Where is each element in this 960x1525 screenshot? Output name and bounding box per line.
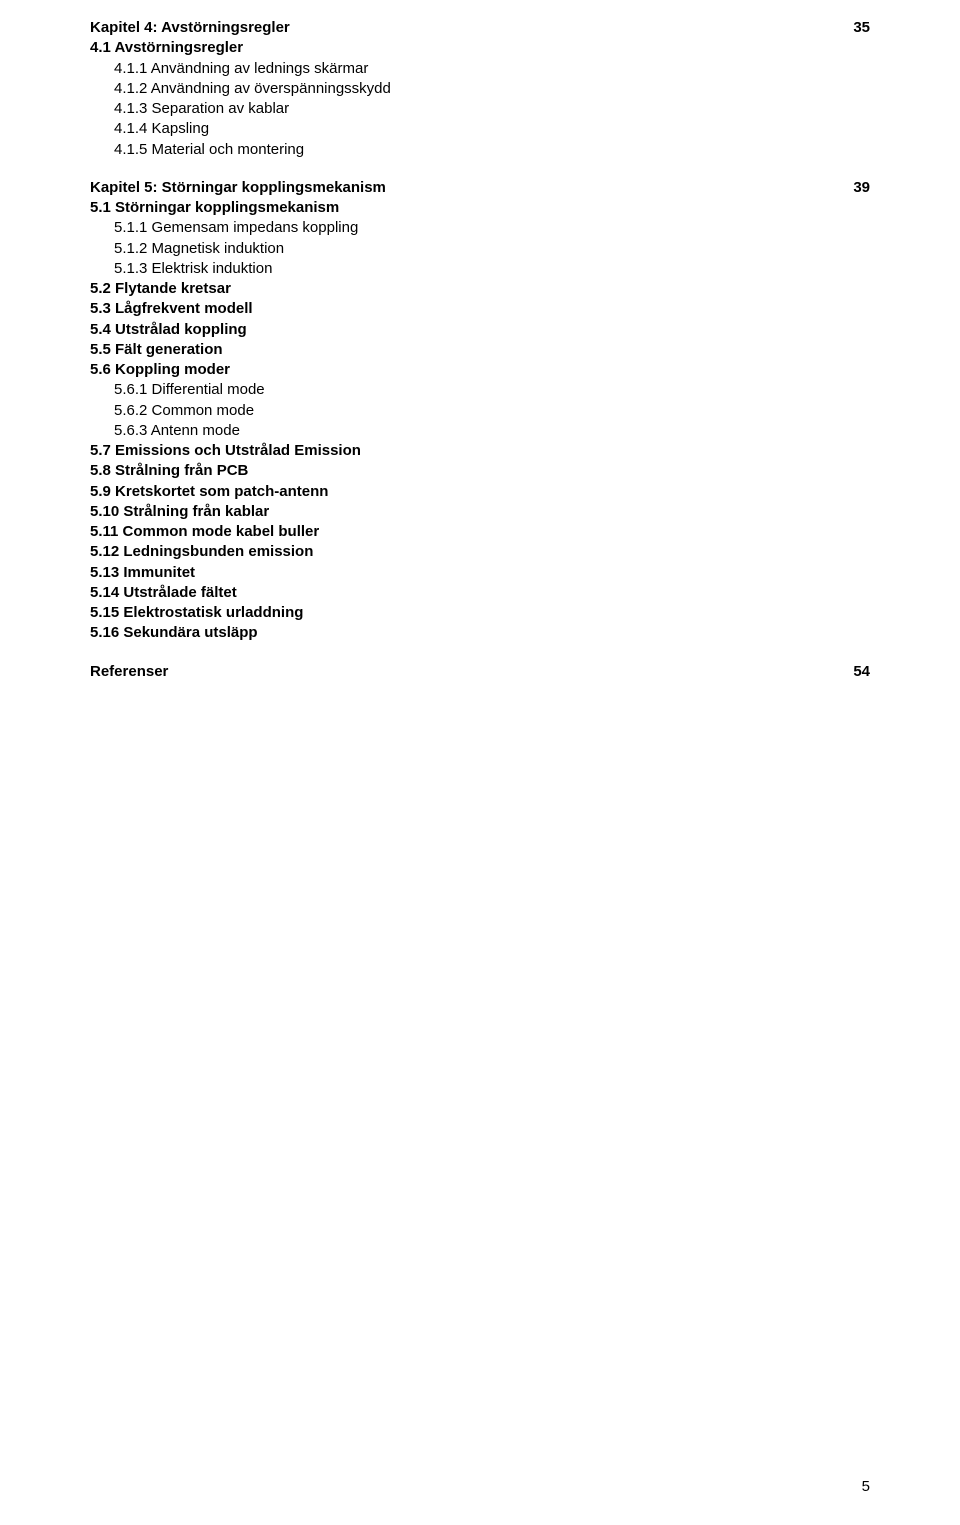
- section-5-6-2: 5.6.2 Common mode: [90, 401, 870, 421]
- section-5-6-3: 5.6.3 Antenn mode: [90, 421, 870, 441]
- section-5-11: 5.11 Common mode kabel buller: [90, 522, 870, 542]
- section-5-12: 5.12 Ledningsbunden emission: [90, 542, 870, 562]
- page-number: 5: [862, 1478, 870, 1495]
- section-5-9: 5.9 Kretskortet som patch-antenn: [90, 482, 870, 502]
- section-5-5: 5.5 Fält generation: [90, 340, 870, 360]
- section-5-15: 5.15 Elektrostatisk urladdning: [90, 603, 870, 623]
- section-5-1-2: 5.1.2 Magnetisk induktion: [90, 239, 870, 259]
- section-4-1-2: 4.1.2 Användning av överspänningsskydd: [90, 79, 870, 99]
- section-4-1-3: 4.1.3 Separation av kablar: [90, 99, 870, 119]
- chapter-4-title: Kapitel 4: Avstörningsregler: [90, 18, 290, 38]
- section-5-14: 5.14 Utstrålade fältet: [90, 583, 870, 603]
- references-row: Referenser 54: [90, 662, 870, 682]
- section-5-1: 5.1 Störningar kopplingsmekanism: [90, 198, 870, 218]
- section-4-1-5: 4.1.5 Material och montering: [90, 140, 870, 160]
- section-5-1-3: 5.1.3 Elektrisk induktion: [90, 259, 870, 279]
- chapter-4-heading-row: Kapitel 4: Avstörningsregler 35: [90, 18, 870, 38]
- section-5-7: 5.7 Emissions och Utstrålad Emission: [90, 441, 870, 461]
- section-5-1-1: 5.1.1 Gemensam impedans koppling: [90, 218, 870, 238]
- section-5-10: 5.10 Strålning från kablar: [90, 502, 870, 522]
- section-5-13: 5.13 Immunitet: [90, 563, 870, 583]
- references-page: 54: [853, 663, 870, 680]
- spacer: [90, 644, 870, 662]
- chapter-5-title: Kapitel 5: Störningar kopplingsmekanism: [90, 178, 386, 198]
- chapter-4-page: 35: [853, 19, 870, 36]
- section-5-6: 5.6 Koppling moder: [90, 360, 870, 380]
- section-4-1-1: 4.1.1 Användning av lednings skärmar: [90, 59, 870, 79]
- section-5-3: 5.3 Lågfrekvent modell: [90, 299, 870, 319]
- section-5-4: 5.4 Utstrålad koppling: [90, 320, 870, 340]
- chapter-4-block: Kapitel 4: Avstörningsregler 35 4.1 Avst…: [90, 18, 870, 160]
- section-4-1-4: 4.1.4 Kapsling: [90, 119, 870, 139]
- section-5-2: 5.2 Flytande kretsar: [90, 279, 870, 299]
- chapter-5-page: 39: [853, 179, 870, 196]
- section-5-8: 5.8 Strålning från PCB: [90, 461, 870, 481]
- section-5-6-1: 5.6.1 Differential mode: [90, 380, 870, 400]
- spacer: [90, 160, 870, 178]
- section-5-16: 5.16 Sekundära utsläpp: [90, 623, 870, 643]
- section-4-1: 4.1 Avstörningsregler: [90, 38, 870, 58]
- chapter-5-block: Kapitel 5: Störningar kopplingsmekanism …: [90, 178, 870, 644]
- references-title: Referenser: [90, 662, 168, 682]
- chapter-5-heading-row: Kapitel 5: Störningar kopplingsmekanism …: [90, 178, 870, 198]
